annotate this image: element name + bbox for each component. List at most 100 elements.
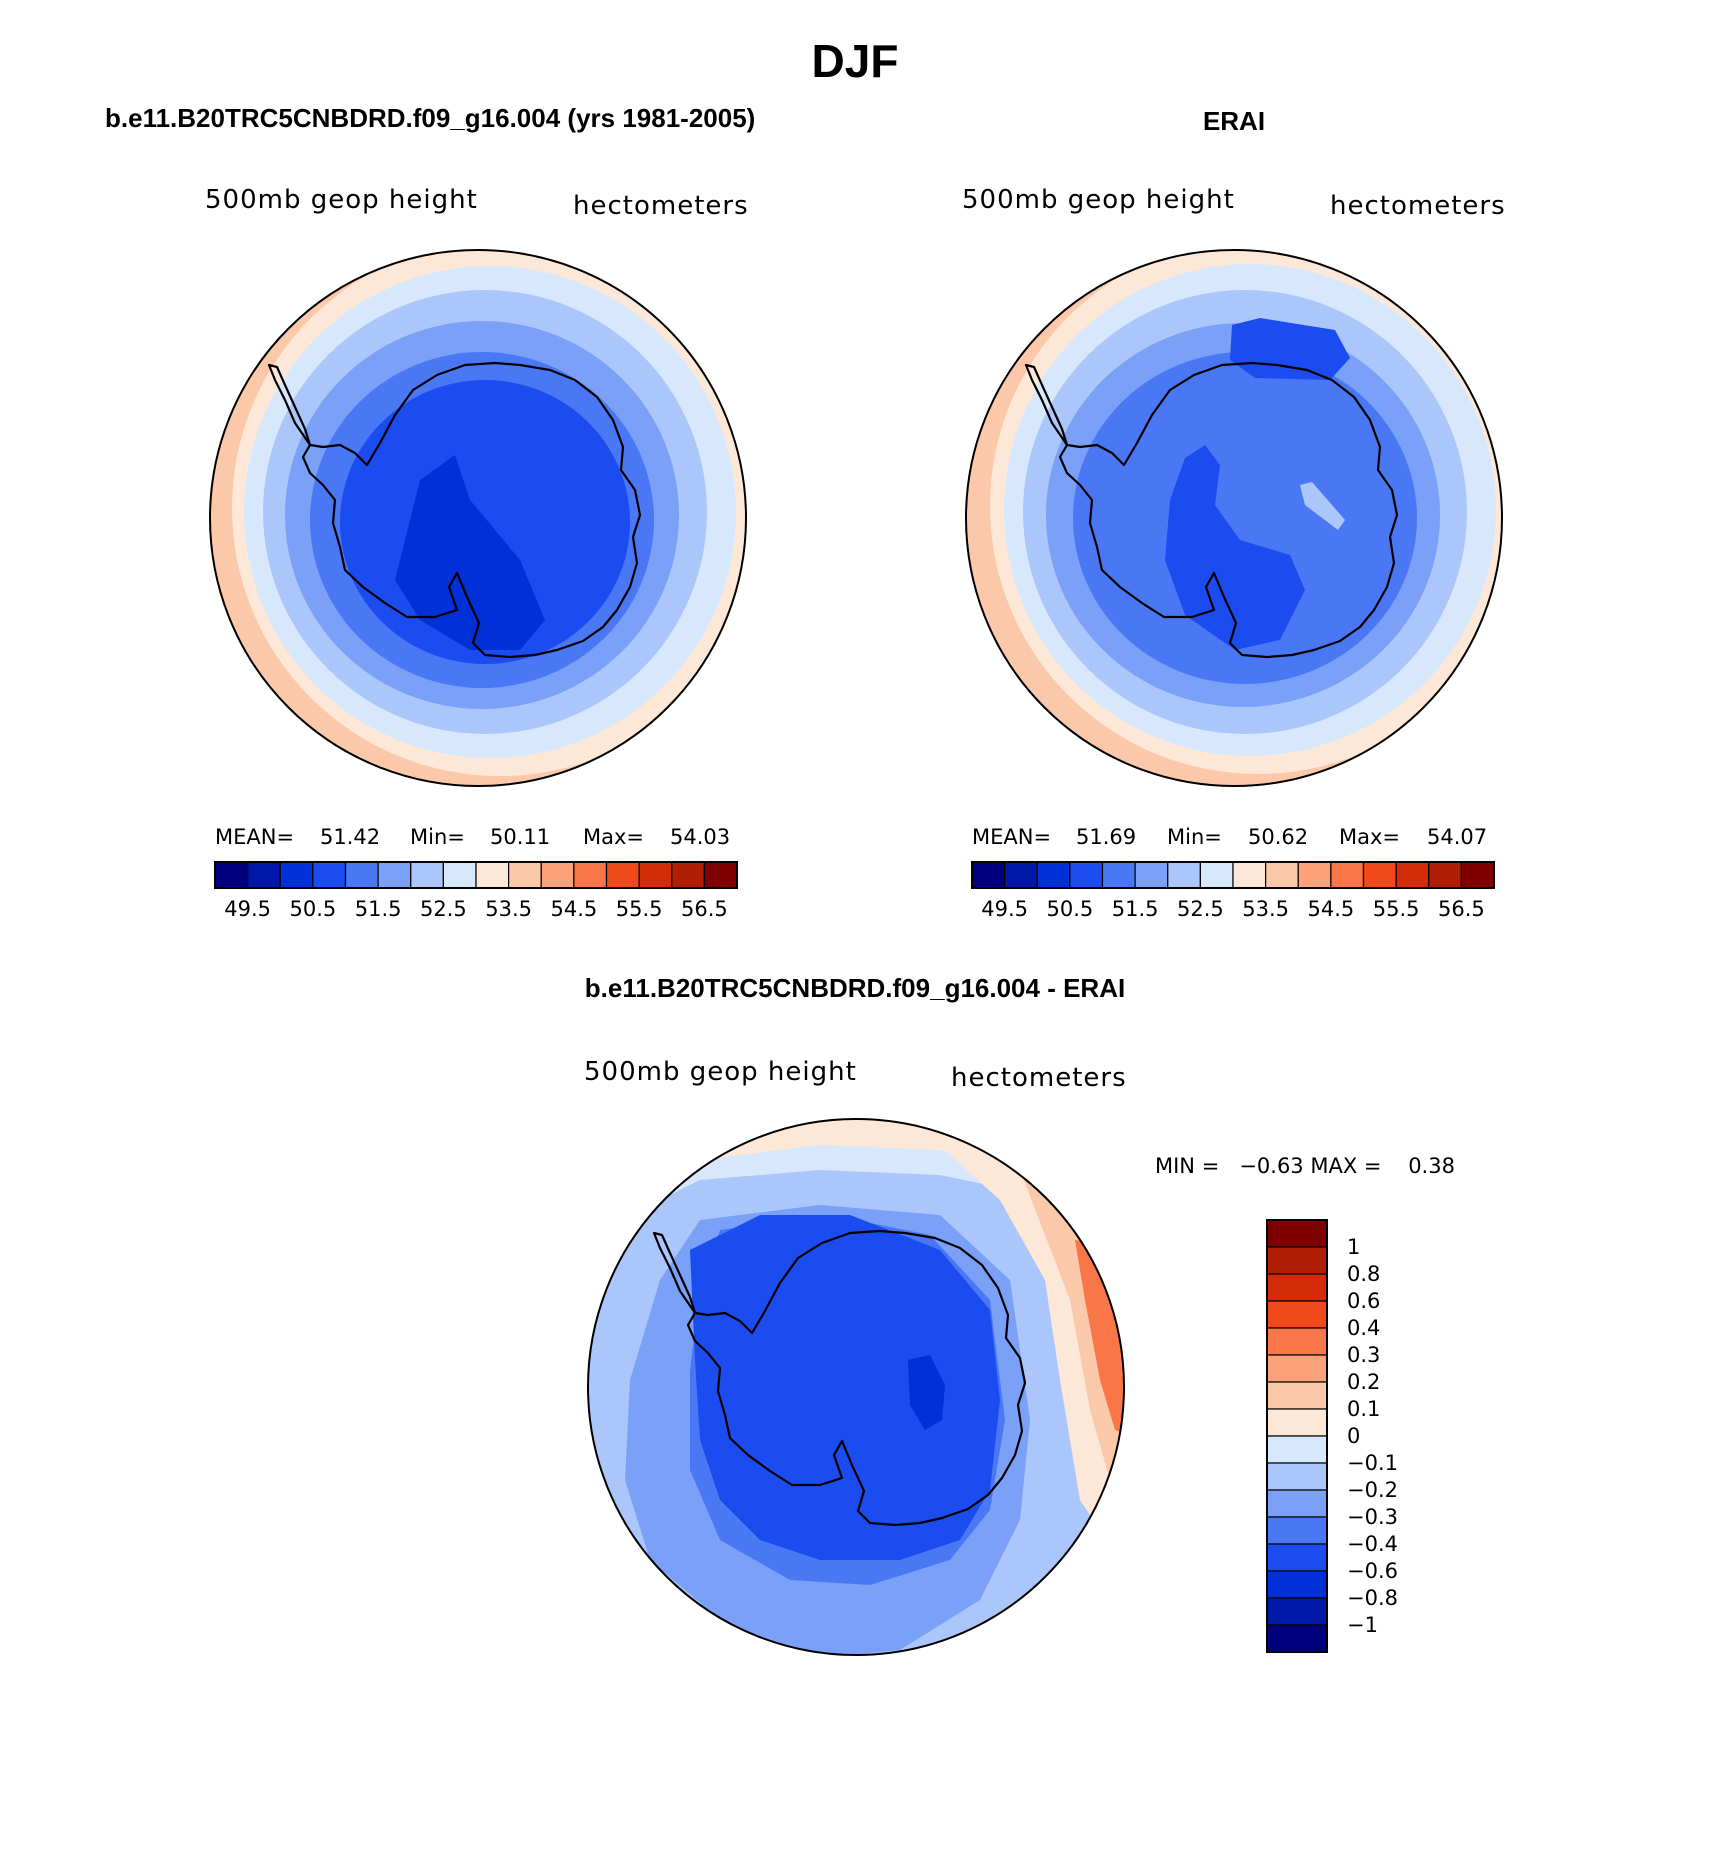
units-label: hectometers: [1330, 191, 1506, 221]
min-label: Min=: [1167, 825, 1222, 849]
vertical-colorbar: 1 0.8 0.6 0.4 0.3 0.2 0.1 0 −0.1 −0.2 −0.3 −0.4 −0.6…: [1266, 1219, 1398, 1653]
colorbar-box: [1395, 861, 1430, 889]
colorbar-box: [377, 861, 412, 889]
panel-heading: b.e11.B20TRC5CNBDRD.f09_g16.004 - ERAI: [585, 973, 1125, 1003]
colorbar-box: [1101, 861, 1136, 889]
colorbar-box: [1167, 861, 1201, 889]
colorbar-box: [1266, 1435, 1328, 1464]
colorbar-tick-label: 50.5: [1046, 897, 1093, 921]
figure-title: DJF: [812, 35, 899, 87]
colorbar-box: [1266, 1489, 1328, 1518]
map-border: [965, 249, 1503, 787]
colorbar-tick-label: 0.3: [1347, 1343, 1380, 1367]
colorbar-tick-label: −1: [1347, 1613, 1378, 1637]
colorbar: 49.5 50.5 51.5 52.5 53.5 54.5 55.5 56.5: [214, 861, 738, 921]
colorbar-box: [1460, 861, 1495, 889]
colorbar-box: [605, 861, 640, 889]
colorbar-box: [703, 861, 738, 889]
colorbar-tick-label: −0.8: [1347, 1586, 1398, 1610]
colorbar-box: [1266, 1273, 1328, 1302]
map-border: [587, 1118, 1125, 1656]
colorbar-box: [1266, 1543, 1328, 1572]
colorbar-box: [1069, 861, 1104, 889]
colorbar-box: [1266, 1381, 1328, 1410]
colorbar-box: [247, 861, 281, 889]
variable-label: 500mb geop height: [962, 185, 1235, 215]
colorbar-box: [1266, 1570, 1328, 1599]
colorbar-tick-label: −0.4: [1347, 1532, 1398, 1556]
colorbar-box: [1297, 861, 1332, 889]
colorbar-box: [508, 861, 542, 889]
colorbar-tick-label: 51.5: [1112, 897, 1159, 921]
colorbar-box: [1330, 861, 1365, 889]
stats-line: MEAN= 51.42 Min= 50.11 Max= 54.03: [215, 825, 730, 849]
min-label: Min=: [410, 825, 465, 849]
colorbar-box: [638, 861, 673, 889]
colorbar-box: [1134, 861, 1169, 889]
colorbar-box: [1362, 861, 1397, 889]
colorbar-box: [971, 861, 1006, 889]
colorbar-box: [1199, 861, 1234, 889]
colorbar-box: [1232, 861, 1267, 889]
colorbar-tick-label: 52.5: [1177, 897, 1224, 921]
min-value: 50.11: [490, 825, 550, 849]
colorbar-tick-label: 49.5: [981, 897, 1028, 921]
panel-heading: b.e11.B20TRC5CNBDRD.f09_g16.004 (yrs 198…: [105, 103, 755, 133]
colorbar-box: [1266, 1408, 1328, 1437]
polar-map: [588, 1119, 1124, 1655]
mean-label: MEAN=: [972, 825, 1051, 849]
mean-label: MEAN=: [215, 825, 294, 849]
colorbar-tick-label: 51.5: [355, 897, 402, 921]
minmax-label: MIN = −0.63 MAX = 0.38: [1155, 1154, 1455, 1178]
colorbar-tick-label: 54.5: [1307, 897, 1354, 921]
map-border: [209, 249, 747, 787]
polar-map: [966, 250, 1502, 786]
colorbar-tick-label: 54.5: [550, 897, 597, 921]
panel-model: b.e11.B20TRC5CNBDRD.f09_g16.004 (yrs 198…: [105, 103, 755, 921]
colorbar-tick-label: 49.5: [224, 897, 271, 921]
colorbar-box: [279, 861, 314, 889]
colorbar-tick-label: 0.8: [1347, 1262, 1380, 1286]
colorbar-box: [1428, 861, 1462, 889]
colorbar-box: [1266, 1354, 1328, 1383]
colorbar-box: [1004, 861, 1038, 889]
colorbar-tick-label: −0.6: [1347, 1559, 1398, 1583]
colorbar-tick-label: −0.2: [1347, 1478, 1398, 1502]
colorbar-tick-label: −0.3: [1347, 1505, 1398, 1529]
colorbar-tick-label: −0.1: [1347, 1451, 1398, 1475]
colorbar-box: [410, 861, 444, 889]
stats-line: MEAN= 51.69 Min= 50.62 Max= 54.07: [972, 825, 1487, 849]
colorbar-tick-label: 1: [1347, 1235, 1360, 1259]
colorbar-box: [1266, 1327, 1328, 1356]
colorbar-tick-label: 0.6: [1347, 1289, 1380, 1313]
colorbar-box: [671, 861, 705, 889]
colorbar-box: [1266, 1462, 1328, 1491]
colorbar-box: [214, 861, 249, 889]
colorbar-tick-label: 0.4: [1347, 1316, 1380, 1340]
mean-value: 51.69: [1076, 825, 1136, 849]
colorbar-box: [1266, 1300, 1328, 1329]
colorbar-box: [1266, 1516, 1328, 1545]
colorbar-box: [1266, 1624, 1328, 1653]
colorbar-box: [1266, 1246, 1328, 1275]
colorbar: 49.5 50.5 51.5 52.5 53.5 54.5 55.5 56.5: [971, 861, 1495, 921]
max-label: Max=: [583, 825, 644, 849]
colorbar-box: [344, 861, 379, 889]
colorbar-box: [312, 861, 347, 889]
variable-label: 500mb geop height: [584, 1057, 857, 1087]
max-label: Max=: [1339, 825, 1400, 849]
panel-heading: ERAI: [1203, 106, 1265, 136]
colorbar-tick-label: 0.1: [1347, 1397, 1380, 1421]
colorbar-box: [573, 861, 608, 889]
colorbar-tick-label: 55.5: [1373, 897, 1420, 921]
colorbar-tick-label: 0: [1347, 1424, 1360, 1448]
colorbar-tick-label: 53.5: [1242, 897, 1289, 921]
units-label: hectometers: [573, 191, 749, 221]
max-value: 54.03: [670, 825, 730, 849]
colorbar-box: [442, 861, 477, 889]
colorbar-tick-label: 55.5: [616, 897, 663, 921]
colorbar-tick-label: 0.2: [1347, 1370, 1380, 1394]
mean-value: 51.42: [320, 825, 380, 849]
colorbar-tick-label: 50.5: [289, 897, 336, 921]
panel-erai: ERAI 500mb geop height hectometers MEAN=…: [962, 106, 1506, 921]
